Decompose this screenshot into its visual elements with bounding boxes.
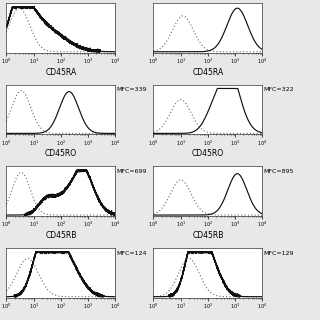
X-axis label: CD45RO: CD45RO — [192, 149, 224, 158]
X-axis label: CD45RB: CD45RB — [192, 231, 224, 240]
Text: MFC=124: MFC=124 — [116, 251, 147, 256]
X-axis label: CD45RB: CD45RB — [45, 231, 76, 240]
Text: MFC=699: MFC=699 — [116, 169, 147, 174]
Text: MFC=129: MFC=129 — [263, 251, 294, 256]
X-axis label: CD45RA: CD45RA — [45, 68, 76, 76]
Text: MFC=339: MFC=339 — [116, 87, 147, 92]
X-axis label: CD45RA: CD45RA — [192, 68, 224, 76]
Text: MFC=322: MFC=322 — [263, 87, 294, 92]
X-axis label: CD45RO: CD45RO — [45, 149, 77, 158]
Text: MFC=895: MFC=895 — [263, 169, 294, 174]
